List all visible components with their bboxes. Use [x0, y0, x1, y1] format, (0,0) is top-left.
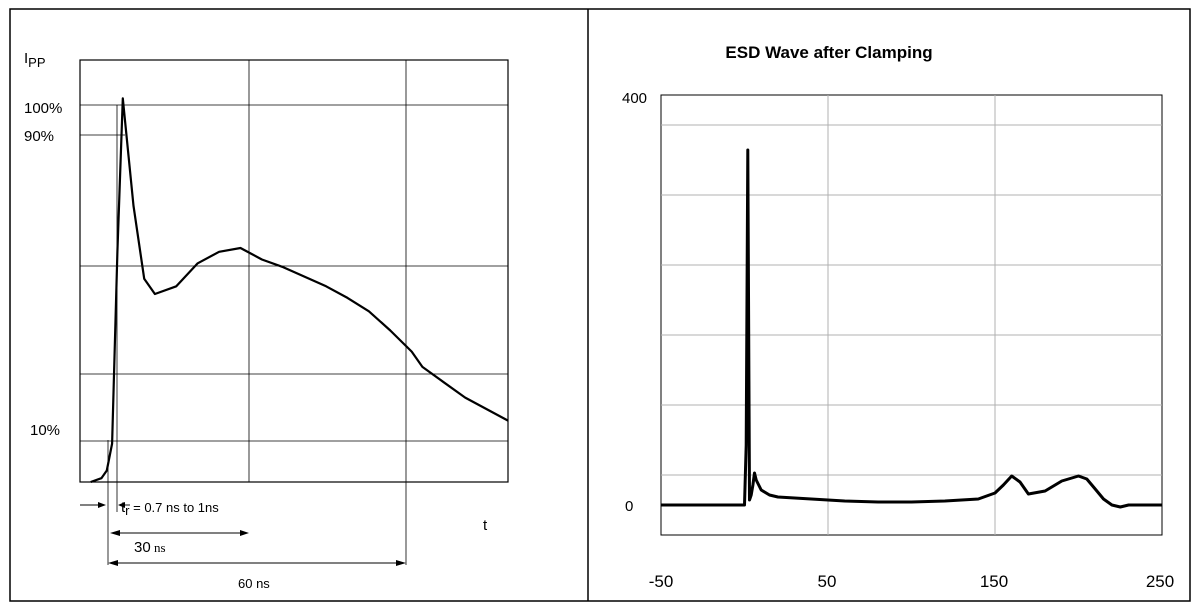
left-label-90: 90%	[24, 128, 54, 145]
rise-time-label: tr = 0.7 ns to 1ns	[121, 499, 219, 518]
left-plot-frame	[79, 59, 509, 483]
span-60-label: 60 ns	[238, 576, 270, 591]
left-ylabel-sub: PP	[28, 55, 45, 70]
span-30-label: 30 ns	[134, 539, 166, 556]
span-30-label-bg	[130, 538, 190, 556]
right-x-tick: 50	[818, 572, 837, 591]
right-y-tick-400: 400	[622, 90, 647, 107]
left-label-10: 10%	[30, 422, 60, 439]
outer-border	[9, 8, 1191, 602]
right-y-tick-0: 0	[625, 498, 633, 515]
right-x-tick: 150	[980, 572, 1008, 591]
right-title: ESD Wave after Clamping	[725, 43, 932, 62]
left-series-line	[90, 97, 509, 484]
span-30-head-left	[110, 530, 120, 536]
rise-arrow-right-head	[118, 502, 125, 508]
right-series-line	[661, 148, 1162, 509]
span-60-head-left	[108, 560, 118, 566]
left-ylabel: IPP	[24, 50, 46, 70]
span-30-head-right	[240, 530, 249, 536]
left-xlabel: t	[483, 517, 488, 534]
left-label-100: 100%	[24, 100, 62, 117]
right-chart: ESD Wave after Clamping 400 0 -50 50 150…	[622, 43, 1174, 591]
left-chart: IPP 100% 90% 10% t tr = 0.7 ns to 1ns 30…	[24, 50, 509, 591]
right-gridlines	[661, 95, 1162, 535]
right-x-tick: -50	[649, 572, 674, 591]
right-plot-frame	[660, 94, 1163, 536]
rise-arrow-left-head	[98, 502, 106, 508]
right-x-tick: 250	[1146, 572, 1174, 591]
span-60-head-right	[396, 560, 406, 566]
